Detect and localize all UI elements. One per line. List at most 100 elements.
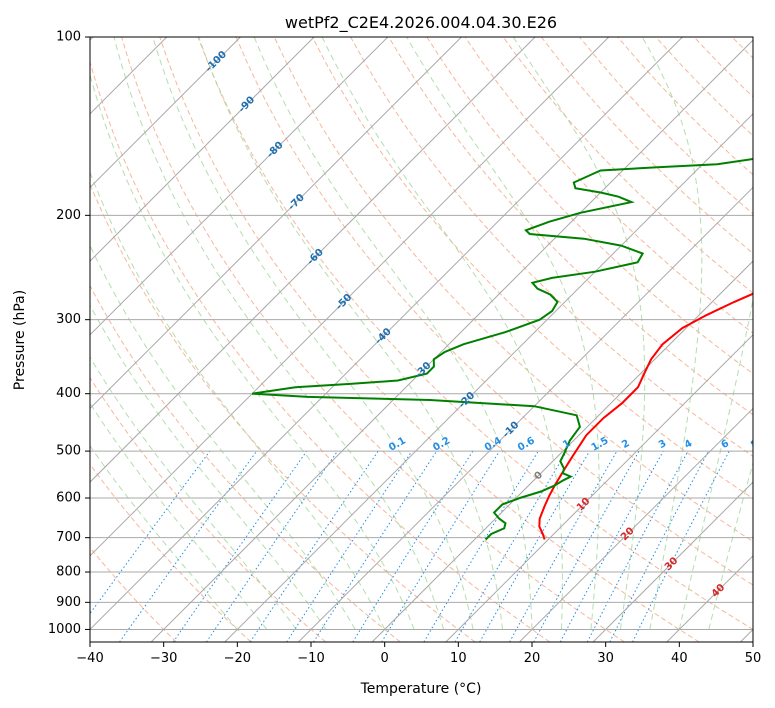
moist-adiabat	[512, 37, 646, 630]
isotherm	[90, 37, 462, 410]
x-tick-label: −30	[150, 651, 177, 666]
isotherm	[666, 555, 753, 642]
mixing-ratio-label: 8	[749, 438, 761, 451]
mixing-ratio-line	[286, 450, 413, 642]
x-tick-label: −20	[224, 651, 251, 666]
x-tick-label: 40	[671, 651, 688, 666]
x-tick-label: 30	[597, 651, 614, 666]
mixing-ratio-line	[559, 450, 664, 642]
moist-adiabat	[253, 37, 533, 630]
x-tick-label: 10	[450, 651, 467, 666]
mixing-ratio-line	[249, 450, 379, 642]
moist-adiabat	[678, 296, 753, 630]
isotherm	[298, 186, 753, 642]
mixing-ratio-label: 2	[620, 438, 632, 451]
y-tick-label: 500	[56, 444, 81, 459]
moist-adiabat	[90, 171, 386, 630]
moist-adiabat	[90, 72, 415, 630]
isotherm	[519, 407, 753, 642]
moist-adiabat	[641, 37, 703, 630]
mixing-ratio-line	[533, 450, 640, 642]
dry-adiabat	[121, 37, 625, 642]
isotherm	[90, 37, 389, 336]
y-tick-label: 700	[56, 530, 81, 545]
dry-adiabat	[90, 182, 476, 642]
dry-adiabat	[388, 37, 753, 416]
isotherm	[371, 260, 753, 642]
dry-adiabat	[90, 284, 401, 642]
y-tick-label: 100	[56, 30, 81, 45]
isotherm	[90, 37, 683, 631]
x-axis-ticks: −40 −30 −20 −10 0 10 20 30 40 50	[76, 642, 761, 666]
dry-adiabat	[426, 37, 753, 375]
x-tick-label: −40	[76, 651, 103, 666]
moist-adiabat	[708, 461, 753, 630]
plot-frame	[89, 36, 754, 643]
background-lines	[90, 37, 775, 642]
y-axis-ticks: 100 200 300 400 500 600 700 800 900 1000	[48, 30, 90, 637]
y-tick-label: 600	[56, 491, 81, 506]
mixing-ratio-label: 4	[683, 438, 695, 451]
x-tick-label: 50	[745, 651, 762, 666]
dewpoint-profile	[251, 157, 753, 541]
y-tick-label: 900	[56, 595, 81, 610]
x-tick-label: −10	[297, 651, 324, 666]
mixing-ratio-line	[205, 450, 338, 642]
mixing-ratio-line	[90, 450, 211, 615]
isotherm	[90, 37, 241, 189]
mixing-ratio-line	[313, 450, 438, 642]
dry-adiabat	[617, 37, 753, 176]
y-axis-label: Pressure (hPa)	[12, 290, 28, 390]
mixing-ratio-line	[609, 450, 709, 642]
dry-adiabat	[90, 463, 252, 642]
isotherm	[445, 334, 753, 642]
x-tick-label: 20	[524, 651, 541, 666]
mixing-ratio-line	[586, 450, 689, 642]
moist-adiabat	[90, 402, 268, 630]
mixing-ratio-label: 6	[720, 438, 732, 451]
dry-adiabat	[235, 37, 753, 586]
dry-adiabat	[770, 37, 775, 642]
moist-adiabat	[113, 37, 445, 630]
isotherm	[90, 37, 315, 262]
dry-adiabat	[90, 60, 551, 642]
isotherm	[90, 37, 536, 483]
y-tick-label: 1000	[48, 622, 81, 637]
dry-adiabat	[159, 37, 700, 642]
dry-adiabat	[502, 37, 753, 294]
mixing-ratio-line	[172, 450, 308, 642]
dry-adiabat	[541, 37, 753, 254]
moist-adiabat	[406, 37, 600, 630]
temperature-profile	[538, 292, 753, 540]
moist-adiabat	[152, 37, 474, 630]
y-tick-label: 400	[56, 386, 81, 401]
dry-adiabat	[311, 37, 753, 500]
moist-adiabat	[198, 37, 503, 630]
moist-adiabat	[90, 445, 238, 630]
mixing-ratio-line	[509, 450, 618, 642]
x-tick-label: 0	[381, 651, 389, 666]
mixing-ratio-line	[352, 450, 474, 642]
dry-adiabat	[273, 37, 753, 543]
isotherm	[592, 481, 753, 642]
x-axis-label: Temperature (°C)	[360, 681, 482, 697]
isotherm	[150, 39, 753, 642]
mixing-ratio-label: 1	[561, 438, 573, 451]
y-tick-label: 300	[56, 312, 81, 327]
moist-adiabat	[321, 37, 563, 630]
moist-adiabat	[90, 356, 297, 630]
mixing-ratio-line	[423, 450, 539, 642]
y-tick-label: 200	[56, 208, 81, 223]
dry-adiabat	[350, 37, 753, 458]
dry-adiabat	[90, 376, 327, 642]
dry-adiabat	[197, 37, 753, 630]
profiles	[251, 157, 753, 541]
mixing-ratio-line	[119, 450, 258, 642]
chart-title: wetPf2_C2E4.2026.004.04.30.E26	[285, 13, 557, 33]
dry-adiabat	[655, 37, 753, 137]
dry-adiabat	[90, 546, 177, 642]
isotherm	[90, 37, 610, 557]
moist-adiabat	[90, 244, 356, 630]
dry-adiabat	[693, 37, 753, 98]
